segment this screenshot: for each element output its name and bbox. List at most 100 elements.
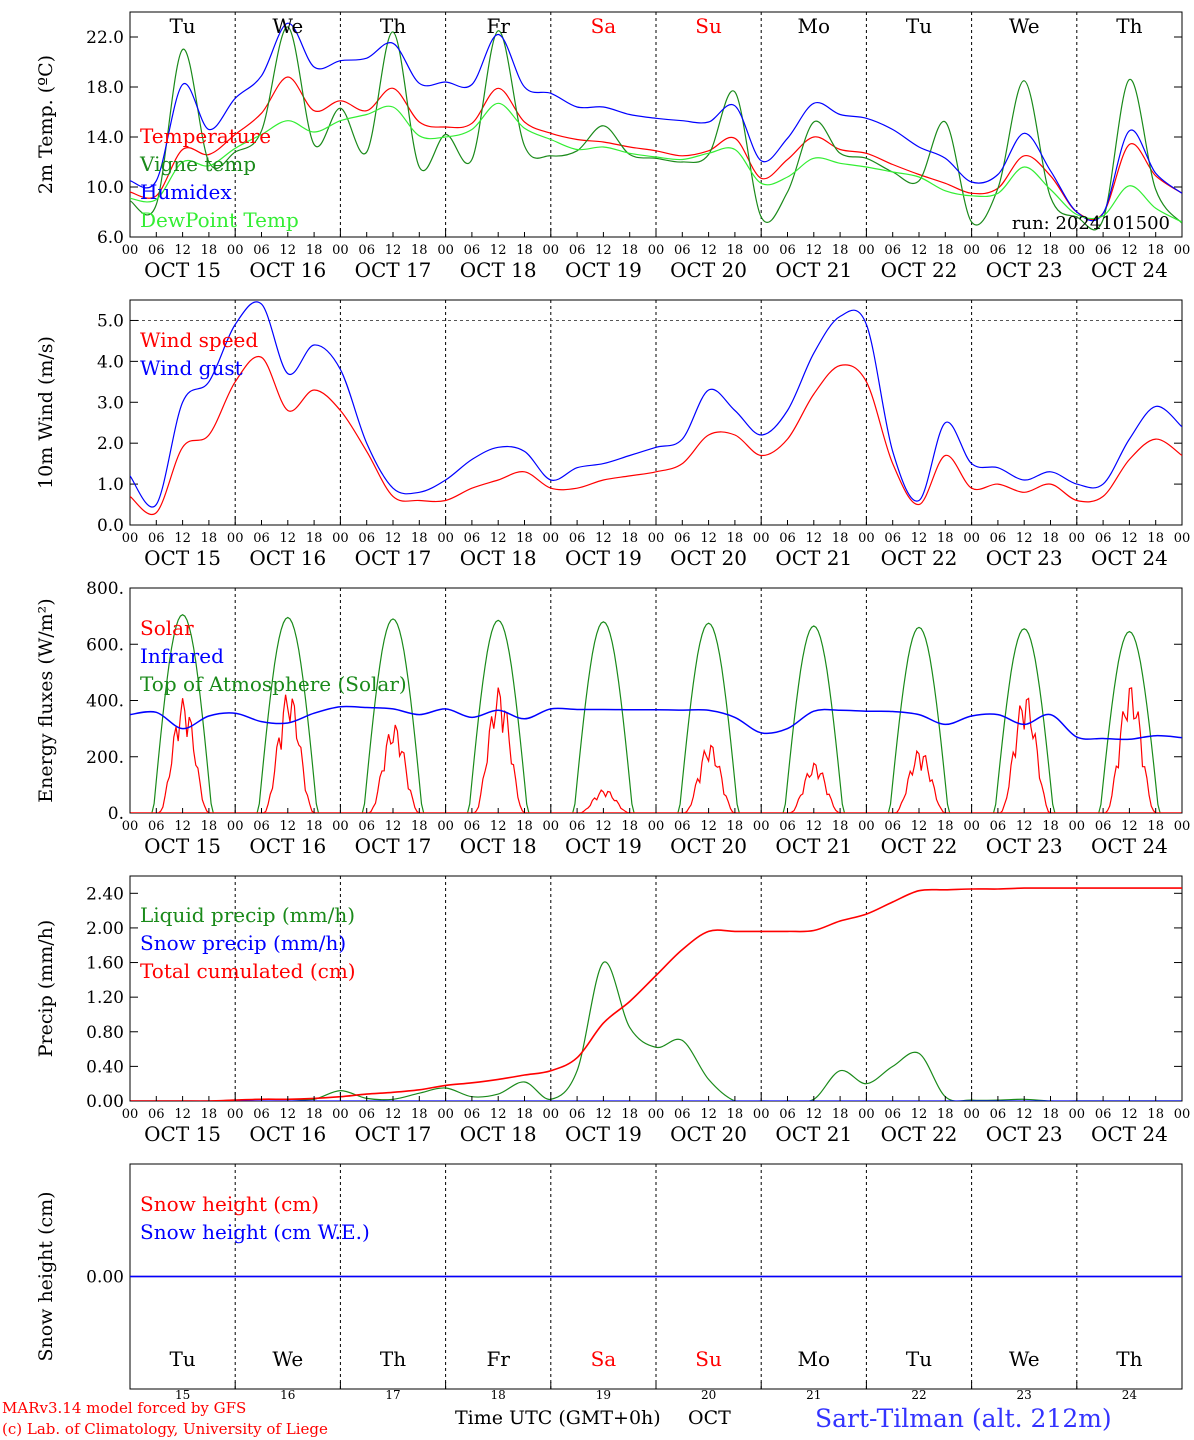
hour-tick-label: 12: [700, 531, 717, 546]
month-label: OCT: [688, 1407, 731, 1429]
hour-tick-label: 18: [201, 243, 218, 258]
y-axis-label: Precip (mm/h): [35, 920, 57, 1058]
hour-tick-label: 00: [543, 243, 560, 258]
panel-5: 0.00 Snow height (cm) Snow height (cm) Snow…: [35, 1163, 1183, 1402]
hour-tick-label: 06: [464, 1107, 481, 1122]
weekday-label: We: [1009, 14, 1040, 38]
hour-tick-label: 18: [411, 819, 428, 834]
day-label-3: OCT 21: [775, 834, 852, 858]
hour-tick-label: 00: [963, 819, 980, 834]
hour-tick-label: 06: [884, 531, 901, 546]
y-tick-label: 10.0: [86, 178, 124, 198]
solar-line: [682, 744, 738, 813]
y-tick-label: 1.20: [86, 988, 124, 1008]
solar-line: [156, 698, 212, 813]
hour-tick-label: 18: [1042, 1107, 1059, 1122]
hour-tick-label: 06: [253, 1107, 270, 1122]
hour-tick-label: 12: [595, 243, 612, 258]
weekday-label: Th: [380, 14, 406, 38]
day-label-2: OCT 19: [565, 546, 642, 570]
solar-line: [261, 694, 317, 813]
hour-tick-label: 06: [464, 819, 481, 834]
toa-solar-line: [466, 619, 530, 813]
hour-tick-label: 00: [858, 531, 875, 546]
hour-tick-label: 18: [937, 1107, 954, 1122]
hour-tick-label: 00: [332, 819, 349, 834]
hour-tick-label: 18: [727, 531, 744, 546]
series-layer: [130, 887, 1182, 1101]
hour-tick-label: 12: [806, 531, 823, 546]
legend-entry: Infrared: [140, 644, 224, 668]
y-tick-label: 0.00: [86, 1268, 124, 1288]
hour-tick-label: 06: [779, 819, 796, 834]
hour-tick-label: 00: [332, 243, 349, 258]
day-number: 20: [701, 1388, 716, 1402]
hour-tick-label: 00: [543, 531, 560, 546]
day-label-4: OCT 22: [881, 1122, 958, 1146]
y-tick-label: 200.: [86, 748, 124, 768]
y-axis-label: 10m Wind (m/s): [35, 336, 57, 489]
hour-tick-label: 18: [516, 1107, 533, 1122]
solar-line: [471, 687, 527, 813]
hour-tick-label: 00: [753, 243, 770, 258]
hour-tick-label: 06: [253, 243, 270, 258]
infrared-line: [130, 705, 1182, 741]
hour-tick-label: 12: [911, 531, 928, 546]
weekday-label: Tu: [906, 14, 932, 38]
day-number: 19: [596, 1388, 611, 1402]
hour-tick-label: 18: [411, 243, 428, 258]
series-line-2: [130, 887, 1182, 1101]
hour-tick-label: 12: [595, 819, 612, 834]
day-number: 22: [911, 1388, 926, 1402]
series-line-0: [130, 961, 1182, 1101]
day-label-3: OCT 18: [460, 834, 537, 858]
y-tick-label: 2.0: [97, 434, 124, 454]
solar-line: [997, 697, 1053, 813]
hour-tick-label: 12: [806, 243, 823, 258]
hour-tick-label: 18: [1147, 243, 1164, 258]
hour-tick-label: 12: [280, 1107, 297, 1122]
weekday-label: Mo: [798, 1347, 831, 1371]
hour-tick-label: 06: [990, 819, 1007, 834]
hour-tick-label: 06: [253, 531, 270, 546]
hour-tick-label: 12: [1016, 531, 1033, 546]
hour-tick-label: 00: [227, 243, 244, 258]
weekday-label: Sa: [591, 1347, 617, 1371]
plot-frame: [129, 587, 1183, 814]
day-number: 18: [491, 1388, 506, 1402]
run-annotation: run: 2024101500: [1012, 213, 1170, 234]
day-number: 16: [280, 1388, 295, 1402]
weekday-label: Tu: [169, 1347, 195, 1371]
day-label-2: OCT 23: [986, 546, 1063, 570]
credit-line-2: (c) Lab. of Climatology, University of L…: [2, 1420, 328, 1438]
toa-solar-line: [361, 618, 425, 813]
weekday-label: Th: [380, 1347, 406, 1371]
day-label-3: OCT 24: [1091, 834, 1168, 858]
y-tick-label: 600.: [86, 635, 124, 655]
series-line-1: [130, 26, 1182, 231]
hour-tick-label: 00: [332, 531, 349, 546]
hour-tick-label: 12: [806, 1107, 823, 1122]
solar-line: [787, 762, 843, 813]
hour-tick-label: 06: [148, 819, 165, 834]
hour-tick-label: 00: [753, 531, 770, 546]
hour-tick-label: 18: [201, 819, 218, 834]
hour-tick-label: 06: [148, 531, 165, 546]
day-label-1: OCT 20: [670, 258, 747, 282]
day-label-4: OCT 20: [670, 1122, 747, 1146]
toa-solar-line: [256, 616, 320, 813]
toa-solar-line: [887, 626, 951, 813]
y-tick-label: 1.0: [97, 475, 124, 495]
toa-solar-line: [782, 625, 846, 813]
day-label-4: OCT 23: [986, 1122, 1063, 1146]
hour-tick-label: 00: [437, 1107, 454, 1122]
hour-tick-label: 00: [1174, 1107, 1191, 1122]
weekday-label: Fr: [486, 14, 510, 38]
y-tick-label: 22.0: [86, 28, 124, 48]
hour-tick-label: 18: [201, 1107, 218, 1122]
y-tick-label: 6.0: [97, 228, 124, 248]
hour-tick-label: 18: [306, 243, 323, 258]
solar-line: [577, 789, 632, 813]
hour-tick-label: 12: [911, 819, 928, 834]
